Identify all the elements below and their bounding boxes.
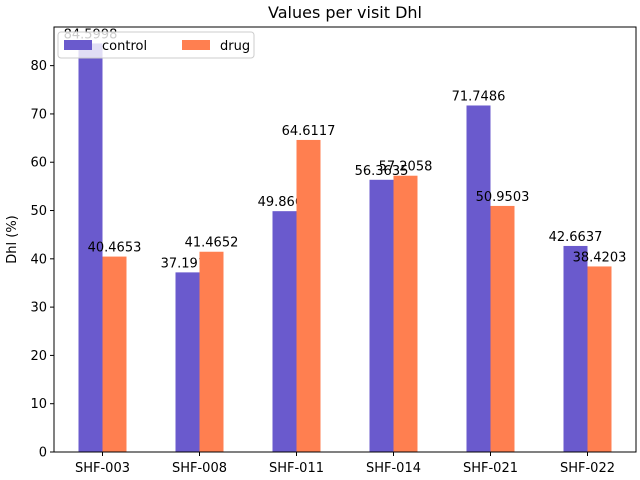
bar-value-label: 71.7486 [452,89,506,104]
x-tick-label: SHF-021 [463,461,518,476]
bar-value-label: 64.6117 [282,124,336,139]
y-tick-label: 50 [30,204,47,219]
bar-control-SHF-011 [272,211,297,452]
bar-control-SHF-022 [563,245,588,452]
bar-value-label: 40.4653 [88,241,142,256]
bar-drug-SHF-022 [587,266,612,452]
bar-value-label: 42.6637 [549,230,603,245]
y-tick-label: 0 [39,446,47,461]
legend-swatch-control [64,40,92,50]
legend: control drug [57,31,255,59]
y-tick-label: 30 [30,301,47,316]
y-tick-label: 70 [30,107,47,122]
bar-drug-SHF-011 [296,139,321,452]
bar-control-SHF-014 [369,179,394,452]
bar-control-SHF-008 [175,272,200,452]
bar-drug-SHF-003 [102,256,127,452]
x-tick-label: SHF-014 [366,461,421,476]
bar-value-label: 38.4203 [573,250,627,265]
bar-control-SHF-003 [78,43,103,453]
bar-value-label: 56.3635 [355,164,409,179]
x-tick-label: SHF-008 [172,461,227,476]
y-tick-label: 10 [30,397,47,412]
x-tick-label: SHF-011 [269,461,324,476]
y-axis-title: Dhl (%) [5,215,20,264]
chart-title: Values per visit Dhl [268,3,422,22]
y-tick-label: 60 [30,156,47,171]
legend-label-drug: drug [220,39,250,54]
legend-box [57,31,255,59]
bar-value-label: 41.4652 [185,236,239,251]
y-tick-label: 20 [30,349,47,364]
plot-frame [53,26,637,453]
legend-swatch-drug [182,40,210,50]
bar-value-label: 50.9503 [476,190,530,205]
y-tick-label: 40 [30,252,47,267]
plot-area: 01020304050607080SHF-00384.599840.4653SH… [30,27,626,476]
x-tick-label: SHF-003 [75,461,130,476]
bar-drug-SHF-021 [490,205,515,452]
y-tick-label: 80 [30,59,47,74]
bar-drug-SHF-008 [199,251,224,452]
bar-drug-SHF-014 [393,175,418,452]
legend-label-control: control [102,39,147,54]
bar-value-label: 57.2058 [379,160,433,175]
bar-control-SHF-021 [466,105,491,452]
x-tick-label: SHF-022 [560,461,615,476]
